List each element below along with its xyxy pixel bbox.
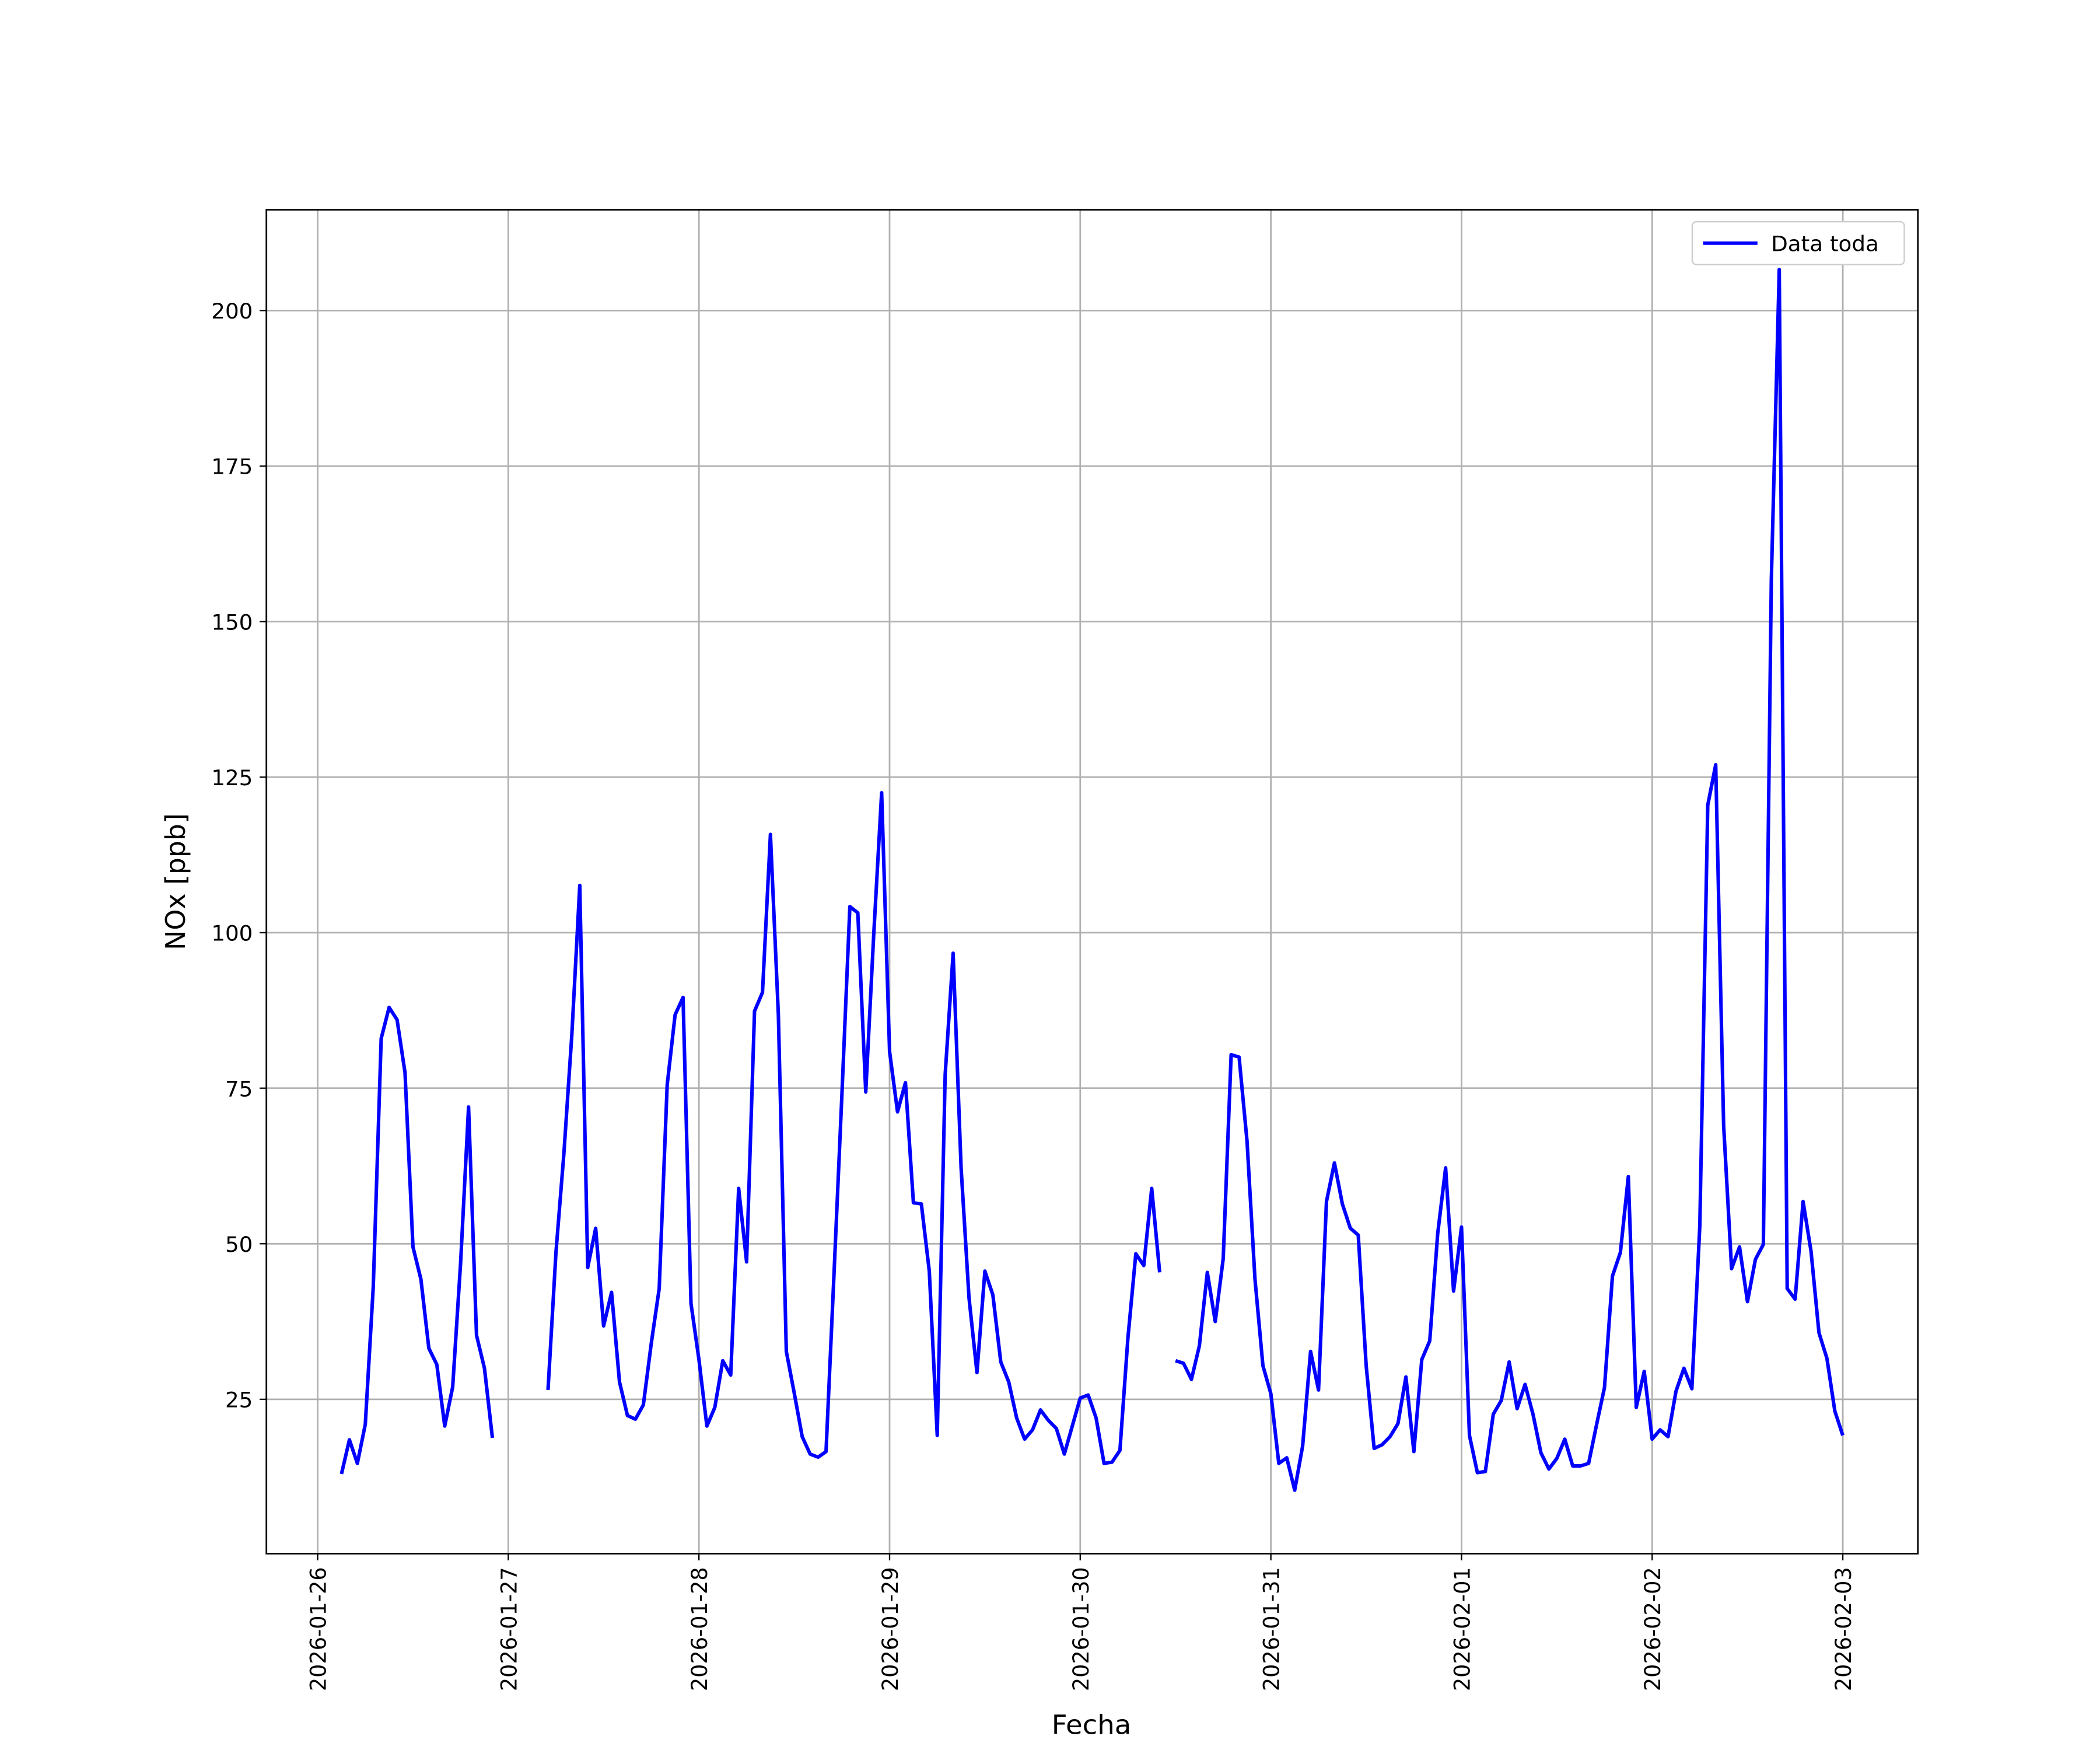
- y-tick-label: 50: [225, 1232, 253, 1257]
- x-axis-label: Fecha: [1052, 1709, 1132, 1741]
- x-tick-label: 2026-02-03: [1831, 1567, 1856, 1691]
- y-tick-label: 200: [211, 299, 253, 324]
- x-tick-label: 2026-01-27: [496, 1567, 522, 1691]
- x-tick-label: 2026-01-29: [878, 1567, 903, 1691]
- y-tick-label: 175: [211, 454, 253, 480]
- plot-frame: [265, 209, 1919, 1555]
- legend-label: Data toda: [1771, 232, 1879, 257]
- x-tick-label: 2026-02-02: [1640, 1567, 1665, 1691]
- x-tick-label: 2026-01-26: [306, 1567, 331, 1691]
- y-axis-label: NOx [ppb]: [160, 813, 191, 950]
- y-tick-label: 75: [225, 1077, 253, 1102]
- y-tick-label: 100: [211, 921, 253, 946]
- data-line: [340, 267, 1845, 1492]
- x-tick-label: 2026-01-30: [1068, 1567, 1093, 1691]
- legend-box: [1691, 221, 1905, 265]
- x-tick-label: 2026-02-01: [1450, 1567, 1475, 1691]
- x-tick-label: 2026-01-31: [1259, 1567, 1284, 1691]
- legend: Data toda: [1691, 221, 1905, 265]
- y-tick-label: 150: [211, 610, 253, 635]
- x-tick-label: 2026-01-28: [687, 1567, 712, 1691]
- y-tick-label: 25: [225, 1388, 253, 1413]
- y-tick-label: 125: [211, 765, 253, 790]
